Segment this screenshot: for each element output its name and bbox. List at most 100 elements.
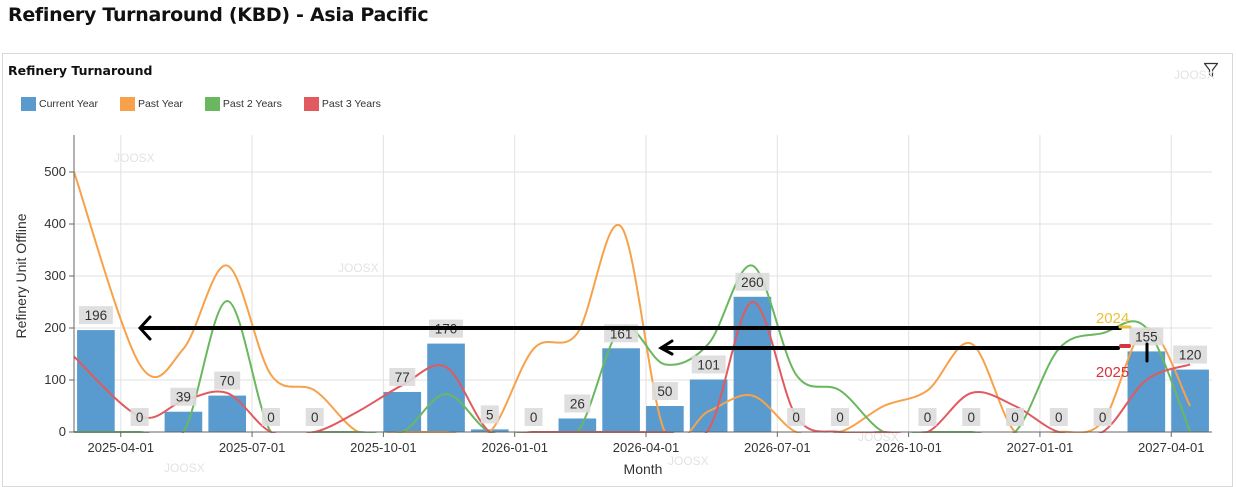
bar	[427, 343, 465, 432]
legend-label: Current Year	[39, 98, 98, 110]
legend-swatch	[21, 97, 36, 111]
legend-label: Past 2 Years	[222, 98, 282, 110]
legend-label: Past Year	[137, 98, 183, 110]
data-label: 70	[220, 374, 235, 389]
data-label: 77	[395, 370, 410, 385]
data-label-bg	[214, 371, 241, 390]
y-tick-label: 400	[44, 216, 66, 231]
bar	[733, 296, 772, 432]
legend-item-past-3-years[interactable]: Past 3 Years	[303, 97, 381, 111]
data-label-bg	[261, 408, 280, 426]
x-tick-label: 2025-10-01	[350, 440, 417, 455]
y-tick-label: 300	[44, 268, 66, 283]
data-label: 0	[1011, 410, 1019, 425]
bar	[646, 406, 684, 432]
annotation-label: 2024	[1096, 310, 1129, 327]
x-tick-label: 2026-04-01	[613, 440, 680, 455]
x-tick-label: 2026-07-01	[744, 440, 811, 455]
data-label-bg	[1049, 408, 1068, 426]
bar	[77, 330, 115, 432]
watermark: JOOSX	[858, 430, 899, 444]
annotation-label: 2025	[1096, 364, 1129, 381]
watermark: JOOSX	[164, 461, 205, 475]
data-label-bg	[389, 367, 416, 386]
data-label: 0	[1099, 410, 1107, 425]
data-label: 155	[1135, 329, 1158, 344]
x-tick-label: 2025-04-01	[88, 440, 155, 455]
data-label: 260	[741, 275, 764, 290]
data-label-bg	[1093, 408, 1112, 426]
data-label: 26	[570, 396, 585, 411]
legend-item-current-year[interactable]: Current Year	[21, 97, 98, 111]
y-tick-label: 500	[44, 164, 66, 179]
data-label: 0	[836, 410, 844, 425]
data-label-bg	[524, 408, 543, 426]
data-label: 196	[85, 308, 108, 323]
data-label-bg	[1129, 327, 1164, 346]
bar	[1171, 369, 1209, 432]
data-label: 0	[968, 410, 976, 425]
y-tick-label: 200	[44, 320, 66, 335]
legend-swatch	[204, 97, 220, 111]
legend-item-past-2-years[interactable]: Past 2 Years	[204, 97, 282, 111]
watermark: JOOSX	[1174, 68, 1215, 82]
y-tick-label: 100	[44, 372, 66, 387]
data-label-bg	[651, 382, 678, 400]
x-tick-label: 2025-07-01	[219, 440, 286, 455]
data-label: 0	[267, 410, 275, 425]
arrow-head	[137, 315, 152, 341]
x-tick-label: 2026-01-01	[481, 440, 548, 455]
x-tick-label: 2026-10-01	[875, 440, 942, 455]
legend-label: Past 3 Years	[321, 98, 381, 110]
x-tick-label: 2027-01-01	[1007, 440, 1074, 455]
data-label: 0	[136, 410, 144, 425]
panel-title: Refinery Turnaround	[8, 63, 153, 78]
data-label-bg	[691, 355, 726, 374]
watermark: JOOSX	[114, 151, 155, 165]
data-label-bg	[787, 408, 806, 426]
data-label-bg	[830, 408, 849, 426]
data-label: 0	[311, 410, 319, 425]
arrow-head	[658, 339, 674, 356]
watermark: JOOSX	[668, 454, 709, 468]
data-label: 5	[486, 407, 494, 422]
data-label-bg	[1006, 408, 1025, 426]
data-label-bg	[962, 408, 981, 426]
data-label-bg	[78, 306, 113, 325]
x-tick-label: 2027-04-01	[1138, 440, 1205, 455]
data-label-bg	[564, 394, 591, 413]
legend-swatch	[303, 97, 319, 111]
data-label: 161	[610, 326, 633, 341]
watermark: JOOSX	[338, 261, 379, 275]
data-label: 39	[176, 390, 191, 405]
chart-legend: Current Year Past Year Past 2 Years Past…	[21, 95, 403, 113]
data-label: 0	[530, 410, 538, 425]
bar	[602, 348, 640, 432]
page-title: Refinery Turnaround (KBD) - Asia Pacific	[8, 4, 429, 26]
legend-swatch	[119, 97, 135, 111]
bar	[1127, 351, 1166, 432]
data-label: 101	[697, 357, 720, 372]
data-label: 0	[1055, 410, 1063, 425]
bar	[208, 395, 247, 432]
bar	[383, 391, 422, 432]
data-label-bg	[305, 408, 324, 426]
bar	[558, 418, 597, 432]
data-label-bg	[735, 272, 770, 291]
data-label: 50	[657, 384, 672, 399]
x-axis-title: Month	[624, 461, 663, 477]
data-label-bg	[130, 408, 149, 426]
data-label: 0	[792, 410, 800, 425]
y-tick-label: 0	[59, 424, 66, 439]
data-label-bg	[1173, 345, 1208, 364]
data-label-bg	[170, 387, 197, 406]
legend-item-past-year[interactable]: Past Year	[119, 97, 183, 111]
data-label-bg	[480, 405, 499, 424]
filter-icon[interactable]	[1203, 62, 1219, 78]
y-axis-title: Refinery Unit Offline	[13, 213, 29, 338]
data-label: 120	[1179, 348, 1202, 363]
data-label: 0	[924, 410, 932, 425]
data-label-bg	[918, 408, 937, 426]
bar	[164, 411, 203, 432]
